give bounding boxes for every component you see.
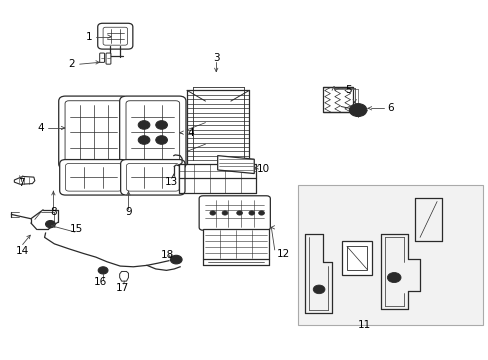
Bar [298, 185, 483, 325]
FancyBboxPatch shape [65, 101, 122, 164]
Text: 1: 1 [86, 32, 93, 41]
Text: 15: 15 [69, 225, 83, 234]
Circle shape [209, 211, 215, 215]
FancyBboxPatch shape [106, 53, 111, 64]
Circle shape [236, 211, 242, 215]
Text: 4: 4 [187, 128, 194, 138]
Circle shape [352, 107, 362, 114]
FancyBboxPatch shape [126, 163, 179, 191]
FancyBboxPatch shape [98, 23, 133, 49]
FancyBboxPatch shape [126, 101, 179, 164]
Bar [341, 241, 371, 275]
Text: 12: 12 [276, 248, 289, 258]
Circle shape [156, 136, 167, 144]
Text: 13: 13 [164, 177, 178, 187]
FancyBboxPatch shape [100, 53, 104, 62]
Polygon shape [217, 156, 254, 174]
FancyBboxPatch shape [121, 159, 184, 195]
Bar [203, 229, 268, 259]
Polygon shape [120, 271, 128, 281]
Text: 14: 14 [16, 246, 29, 256]
Circle shape [138, 121, 150, 129]
Circle shape [348, 104, 366, 117]
FancyBboxPatch shape [65, 163, 122, 191]
Circle shape [173, 257, 179, 262]
Text: 9: 9 [125, 207, 131, 217]
Bar [322, 87, 352, 112]
Text: 3: 3 [212, 53, 219, 63]
Circle shape [222, 211, 227, 215]
Text: 16: 16 [94, 277, 107, 287]
Text: 10: 10 [256, 163, 269, 174]
Circle shape [386, 273, 400, 283]
Text: 17: 17 [116, 283, 129, 293]
Polygon shape [14, 176, 35, 184]
Circle shape [313, 285, 325, 294]
FancyBboxPatch shape [199, 196, 270, 230]
Circle shape [45, 221, 55, 228]
Text: 6: 6 [386, 103, 393, 113]
Circle shape [48, 222, 53, 226]
Text: 11: 11 [357, 320, 370, 329]
FancyBboxPatch shape [60, 159, 127, 195]
Circle shape [138, 136, 150, 144]
Circle shape [156, 121, 167, 129]
FancyBboxPatch shape [120, 96, 185, 169]
Text: 7: 7 [18, 178, 24, 188]
Circle shape [258, 211, 264, 215]
Circle shape [98, 267, 108, 274]
Text: 4: 4 [37, 123, 44, 133]
FancyBboxPatch shape [59, 96, 128, 169]
Bar [346, 246, 366, 270]
Text: 2: 2 [68, 59, 75, 69]
Circle shape [248, 211, 254, 215]
Circle shape [170, 255, 182, 264]
Text: 8: 8 [50, 207, 57, 217]
FancyBboxPatch shape [103, 27, 127, 45]
Text: 5: 5 [345, 85, 351, 95]
Text: 18: 18 [161, 249, 174, 260]
